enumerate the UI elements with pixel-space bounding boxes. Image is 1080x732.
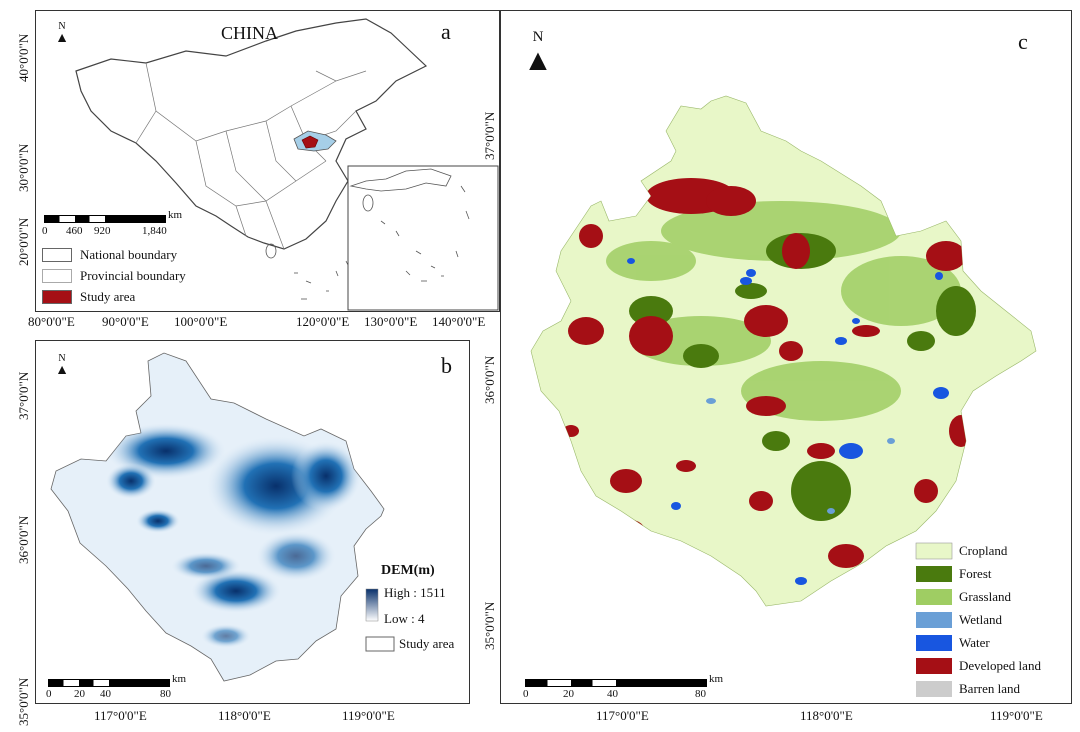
lon-label-a-130: 130°0'0"E <box>364 314 418 329</box>
lon-label-c-117: 117°0'0"E <box>596 708 649 723</box>
lon-label-b-117: 117°0'0"E <box>94 708 147 723</box>
dem-legend-title: DEM(m) <box>381 563 435 578</box>
swatch-water <box>916 635 952 651</box>
lat-label-b-37: 37°0'0"N <box>16 371 31 420</box>
scale-tick-b-1: 20 <box>74 688 85 700</box>
swatch-barren-land <box>916 681 952 697</box>
swatch-grassland <box>916 589 952 605</box>
scale-tick-b-3: 80 <box>160 688 171 700</box>
lat-label-c-36: 36°0'0"N <box>482 355 497 404</box>
dem-legend-ramp <box>365 588 379 622</box>
lat-label-c-37: 37°0'0"N <box>482 111 497 160</box>
china-national-boundary <box>75 18 428 250</box>
forest-patches <box>629 233 976 521</box>
legend-label-developed-land: Developed land <box>959 658 1041 673</box>
legend-label-forest: Forest <box>959 566 992 581</box>
scale-unit-b: km <box>172 673 187 685</box>
lon-label-a-100: 100°0'0"E <box>174 314 228 329</box>
scale-tick-a-3: 1,840 <box>142 225 167 237</box>
scale-tick-a-0: 0 <box>42 225 48 237</box>
swatch-provincial-boundary <box>42 269 72 283</box>
dem-highlands <box>106 423 361 648</box>
lon-label-a-90: 90°0'0"E <box>102 314 149 329</box>
islands <box>265 243 350 300</box>
study-area-marker <box>301 135 319 149</box>
scale-bar-a <box>44 215 166 223</box>
study-area-label-b: Study area <box>399 636 455 651</box>
lat-label-c-35: 35°0'0"N <box>482 601 497 650</box>
scale-tick-b-2: 40 <box>100 688 111 700</box>
lon-label-a-120: 120°0'0"E <box>296 314 350 329</box>
landuse-map <box>530 95 1037 697</box>
dem-elevation-map <box>50 352 395 682</box>
panel-letter-b: b <box>441 353 452 378</box>
lat-label-b-36: 36°0'0"N <box>16 515 31 564</box>
wetland-patches <box>706 398 895 514</box>
scale-tick-c-2: 40 <box>607 688 618 700</box>
lon-label-b-118: 118°0'0"E <box>218 708 271 723</box>
panel-letter-a: a <box>441 19 451 44</box>
landuse-legend-swatches <box>915 542 953 697</box>
scale-tick-c-3: 80 <box>695 688 706 700</box>
scale-tick-c-0: 0 <box>523 688 529 700</box>
lat-label-a-40: 40°0'0"N <box>16 33 31 82</box>
legend-provincial-boundary: Provincial boundary <box>42 268 186 284</box>
swatch-wetland <box>916 612 952 628</box>
study-area-swatch-b <box>365 636 395 652</box>
lat-label-a-30: 30°0'0"N <box>16 143 31 192</box>
legend-label-grassland: Grassland <box>959 589 1011 604</box>
north-arrow-a: N ▲ <box>55 21 69 46</box>
lat-label-a-20: 20°0'0"N <box>16 217 31 266</box>
grassland-patches <box>606 201 961 421</box>
swatch-national-boundary <box>42 248 72 262</box>
swatch-cropland <box>915 542 953 560</box>
panel-letter-c: c <box>1018 29 1028 54</box>
lat-label-b-35: 35°0'0"N <box>16 677 31 726</box>
swatch-developed-land <box>916 658 952 674</box>
swatch-study-area <box>42 290 72 304</box>
legend-label-cropland: Cropland <box>959 543 1008 558</box>
china-outline-map <box>75 18 499 311</box>
lon-label-c-119: 119°0'0"E <box>990 708 1043 723</box>
dem-high-label: High : 1511 <box>384 585 446 600</box>
panel-a-china-map: N ▲ CHINA a km 0 460 920 1,840 National … <box>35 10 500 312</box>
provincial-boundaries <box>135 62 367 250</box>
scale-unit-a: km <box>168 209 183 221</box>
lon-label-b-119: 119°0'0"E <box>342 708 395 723</box>
country-label: CHINA <box>221 23 278 43</box>
legend-label-water: Water <box>959 635 990 650</box>
scale-tick-a-1: 460 <box>66 225 83 237</box>
north-arrow-c: N ▲ <box>523 29 553 77</box>
swatch-forest <box>916 566 952 582</box>
scale-tick-b-0: 0 <box>46 688 52 700</box>
scale-tick-c-1: 20 <box>563 688 574 700</box>
panel-c-landuse-map: N ▲ c Cropland Forest Grassland Wetland … <box>500 10 1072 704</box>
legend-national-boundary: National boundary <box>42 247 177 263</box>
dem-low-label: Low : 4 <box>384 611 425 626</box>
lon-label-a-80: 80°0'0"E <box>28 314 75 329</box>
legend-label-wetland: Wetland <box>959 612 1002 627</box>
developed-land-patches <box>563 178 973 568</box>
water-patches <box>595 258 949 585</box>
scale-tick-a-2: 920 <box>94 225 111 237</box>
legend-study-area: Study area <box>42 289 135 305</box>
panel-b-dem-map: N ▲ b DEM(m) High : 1511 Low : 4 Study a… <box>35 340 470 704</box>
scale-bar-c <box>525 679 707 687</box>
legend-label-barren-land: Barren land <box>959 681 1021 696</box>
south-china-sea-inset <box>347 165 499 311</box>
scale-bar-b <box>48 679 170 687</box>
scale-unit-c: km <box>709 673 724 685</box>
lon-label-a-140: 140°0'0"E <box>432 314 486 329</box>
north-arrow-b: N ▲ <box>55 353 69 378</box>
lon-label-c-118: 118°0'0"E <box>800 708 853 723</box>
